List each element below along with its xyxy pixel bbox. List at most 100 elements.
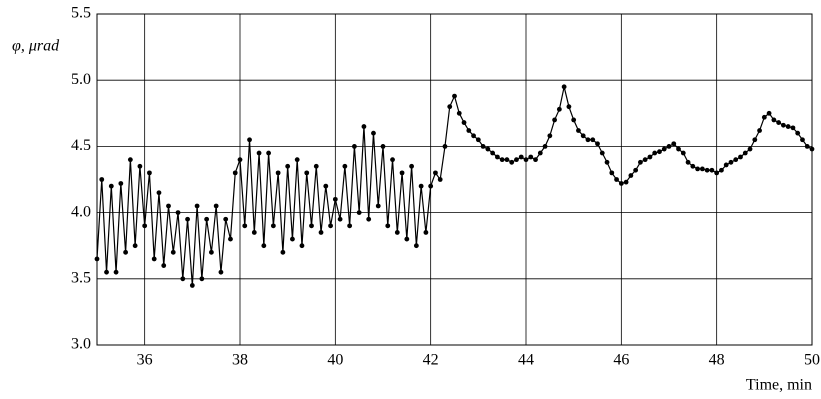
data-point xyxy=(590,137,596,143)
data-point xyxy=(680,150,686,156)
data-point xyxy=(304,170,310,176)
data-point xyxy=(604,159,610,165)
data-point xyxy=(499,157,505,163)
data-point xyxy=(309,223,314,229)
data-point xyxy=(294,157,300,163)
data-point xyxy=(556,106,562,112)
data-point xyxy=(161,263,167,268)
data-point xyxy=(790,125,796,131)
data-point xyxy=(385,223,391,229)
data-point xyxy=(428,183,434,189)
data-point xyxy=(638,159,643,165)
data-point xyxy=(266,150,271,156)
data-point xyxy=(251,230,257,235)
data-point xyxy=(795,130,801,136)
data-point xyxy=(514,157,519,163)
x-tick-label: 40 xyxy=(327,352,343,369)
data-point xyxy=(542,144,548,149)
data-point xyxy=(452,93,457,99)
data-point xyxy=(495,154,500,160)
data-point xyxy=(347,223,353,229)
data-point xyxy=(218,269,224,275)
data-point xyxy=(199,276,205,282)
data-point xyxy=(447,104,453,110)
data-point xyxy=(695,166,700,172)
data-point xyxy=(118,181,124,186)
data-point xyxy=(170,249,176,255)
data-point xyxy=(189,283,195,288)
data-point xyxy=(437,177,443,182)
data-point xyxy=(485,146,491,152)
data-point xyxy=(342,163,348,169)
data-point xyxy=(247,137,252,143)
data-point xyxy=(804,144,810,149)
data-point xyxy=(290,236,295,242)
data-point xyxy=(104,269,109,275)
data-point xyxy=(800,137,805,143)
data-point xyxy=(728,159,734,165)
x-tick-label: 36 xyxy=(137,352,153,369)
x-tick-label: 50 xyxy=(804,352,820,369)
x-tick-label: 48 xyxy=(709,352,725,369)
data-point xyxy=(809,146,815,152)
data-point xyxy=(652,150,658,156)
data-point xyxy=(123,249,128,255)
data-point xyxy=(223,216,229,222)
data-point xyxy=(781,122,786,128)
data-point xyxy=(742,150,748,156)
data-point xyxy=(676,146,681,152)
data-point xyxy=(523,157,529,163)
data-point xyxy=(261,243,267,249)
data-point xyxy=(642,157,648,163)
data-point xyxy=(285,163,291,169)
data-point xyxy=(99,177,105,182)
data-point xyxy=(413,243,419,249)
x-tick-label: 42 xyxy=(423,352,439,369)
data-point xyxy=(776,120,782,125)
data-point xyxy=(237,157,243,163)
x-axis-label: Time, min xyxy=(746,377,812,394)
data-point xyxy=(270,223,276,229)
data-point xyxy=(714,170,720,176)
data-point xyxy=(576,128,581,133)
data-point xyxy=(471,133,476,139)
data-point xyxy=(323,183,329,189)
y-tick-label: 3.0 xyxy=(71,336,91,353)
data-point xyxy=(509,159,515,165)
data-point xyxy=(719,167,724,173)
data-point xyxy=(175,210,181,216)
data-point xyxy=(94,256,100,262)
data-point xyxy=(566,104,572,110)
data-point xyxy=(113,269,119,275)
data-point xyxy=(657,149,662,155)
data-point xyxy=(647,154,653,160)
x-tick-label: 38 xyxy=(232,352,248,369)
y-tick-label: 5.5 xyxy=(71,5,91,22)
data-point xyxy=(761,114,767,120)
data-point xyxy=(366,216,372,222)
data-point xyxy=(752,137,758,143)
data-point xyxy=(127,157,133,163)
data-point xyxy=(661,146,667,152)
data-point xyxy=(618,181,624,186)
x-tick-label: 46 xyxy=(613,352,629,369)
data-point xyxy=(185,216,190,222)
data-point xyxy=(228,236,233,242)
data-point xyxy=(232,170,238,176)
data-point xyxy=(332,196,338,202)
data-point xyxy=(633,167,639,173)
data-point xyxy=(723,162,729,168)
y-axis-label: φ, μrad xyxy=(12,38,60,55)
data-point xyxy=(132,243,138,249)
data-point xyxy=(156,190,162,196)
data-point xyxy=(409,163,414,169)
data-point xyxy=(328,223,333,229)
data-point xyxy=(623,179,629,185)
data-point xyxy=(242,223,248,229)
data-point xyxy=(399,170,405,176)
data-point xyxy=(599,150,605,156)
y-tick-label: 4.5 xyxy=(71,137,91,154)
data-point xyxy=(528,154,534,160)
data-point xyxy=(547,133,553,139)
data-point xyxy=(456,110,462,116)
